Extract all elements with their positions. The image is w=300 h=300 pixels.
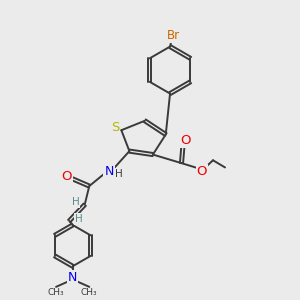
Text: H: H	[74, 214, 82, 224]
Text: CH₃: CH₃	[81, 288, 98, 297]
Text: H: H	[115, 169, 123, 179]
Text: O: O	[196, 165, 207, 178]
Text: S: S	[111, 122, 119, 134]
Text: O: O	[180, 134, 190, 147]
Text: CH₃: CH₃	[48, 288, 64, 297]
Text: O: O	[62, 170, 72, 183]
Text: N: N	[104, 165, 114, 178]
Text: N: N	[68, 271, 77, 284]
Text: Br: Br	[167, 29, 180, 42]
Text: H: H	[72, 197, 80, 207]
